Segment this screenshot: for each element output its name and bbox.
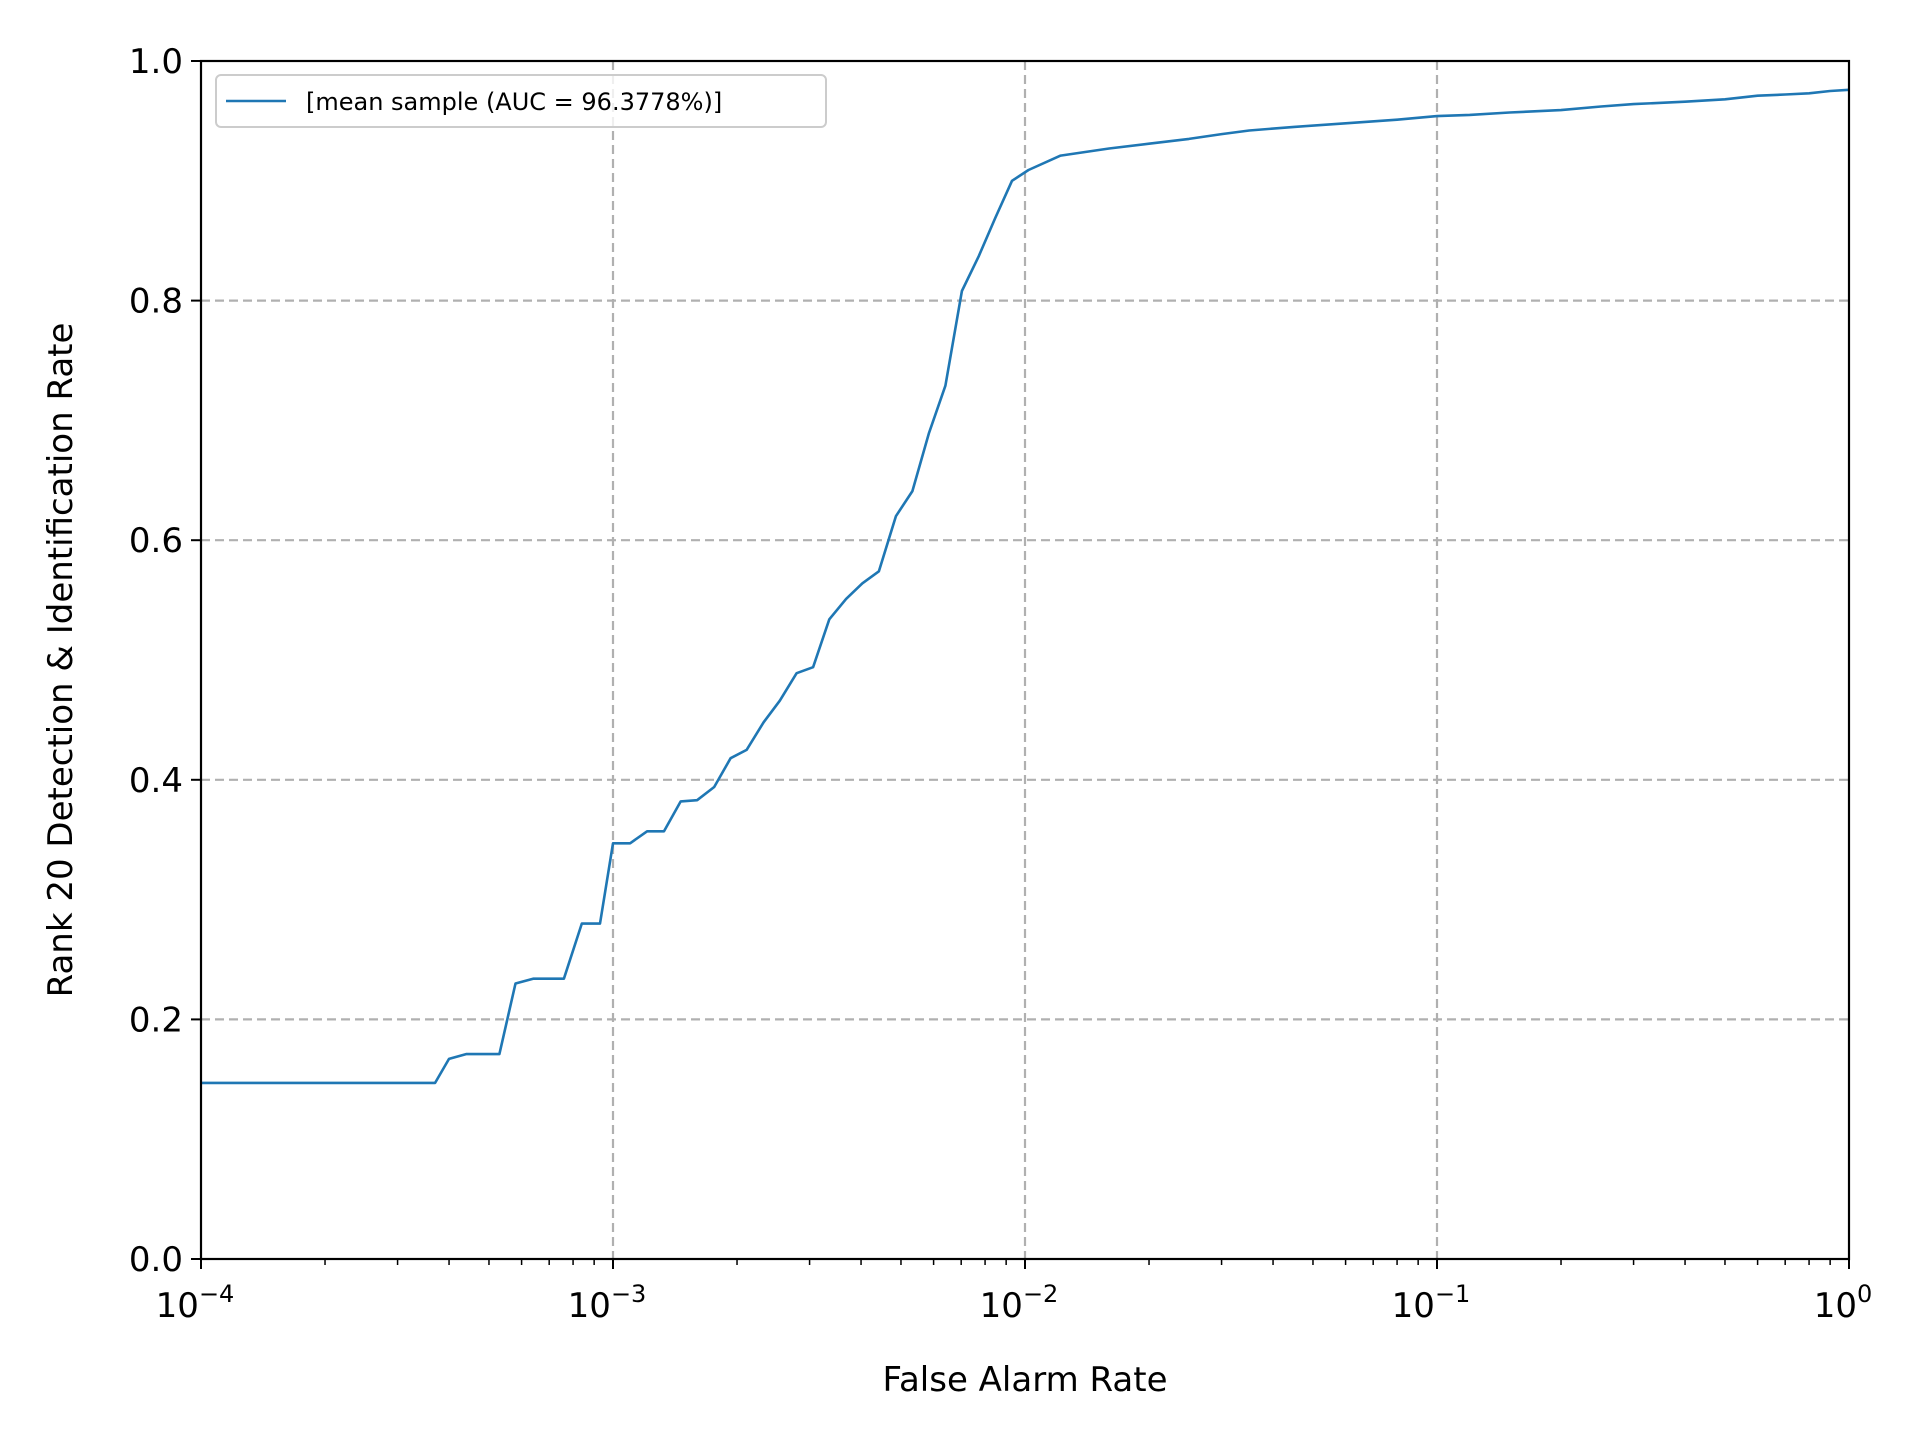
series-layer: [201, 88, 1850, 1085]
y-tick-label: 0.4: [129, 761, 183, 801]
x-tick-labels: 10−4 10−3 10−2 10−1 100: [156, 1280, 1873, 1326]
y-tick-label: 1.0: [129, 42, 183, 82]
grid: [201, 61, 1849, 1259]
y-tick-label: 0.2: [129, 1000, 183, 1040]
x-tick-label: 10−2: [980, 1280, 1059, 1326]
x-tick-label: 10−4: [156, 1280, 235, 1326]
y-tick-labels: 0.0 0.2 0.4 0.6 0.8 1.0: [129, 42, 183, 1280]
ticks: [191, 60, 1850, 1269]
y-axis-title: Rank 20 Detection & Identification Rate: [41, 323, 81, 998]
x-tick-label: 100: [1814, 1280, 1873, 1326]
x-axis-title: False Alarm Rate: [883, 1360, 1168, 1400]
plot-frame: [199, 59, 1851, 1261]
y-tick-label: 0.0: [129, 1240, 183, 1280]
x-tick-label: 10−1: [1392, 1280, 1471, 1326]
legend-box: [215, 74, 827, 128]
legend-label: [mean sample (AUC = 96.3778%)]: [306, 88, 722, 116]
legend: [mean sample (AUC = 96.3778%)]: [215, 74, 827, 128]
y-tick-label: 0.6: [129, 521, 183, 561]
x-tick-label: 10−3: [568, 1280, 647, 1326]
series-line: [201, 88, 1850, 1085]
y-tick-label: 0.8: [129, 282, 183, 322]
